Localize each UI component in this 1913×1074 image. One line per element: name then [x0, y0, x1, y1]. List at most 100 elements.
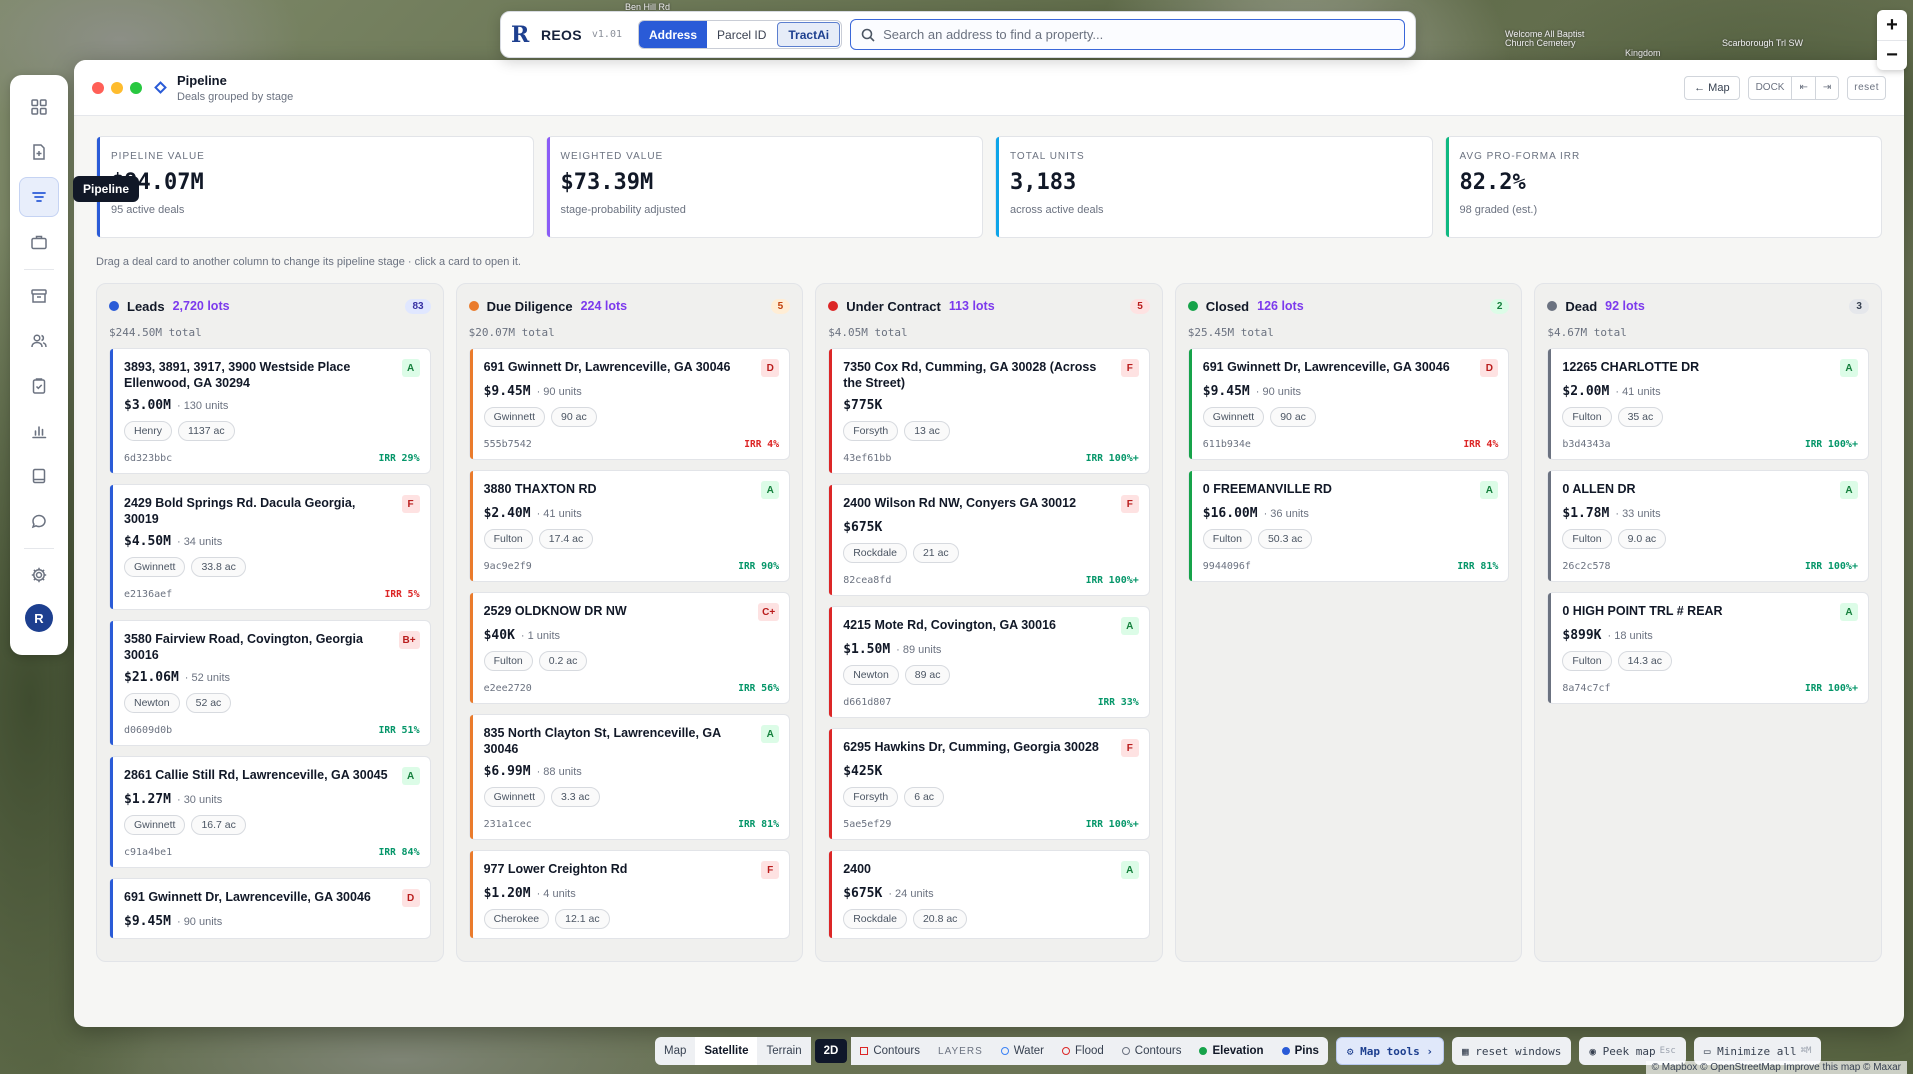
- map-tools-label: Map tools: [1360, 1044, 1420, 1058]
- back-to-map-button[interactable]: ← Map: [1684, 75, 1740, 100]
- kpi-label: AVG PRO-FORMA IRR: [1459, 151, 1581, 162]
- deal-card[interactable]: 12265 CHARLOTTE DR A $2.00M · 41 units Fulto…: [1547, 348, 1869, 460]
- deal-irr-value: 4%: [1486, 439, 1499, 450]
- nav-tasks[interactable]: [19, 366, 59, 406]
- layer-water-toggle[interactable]: Water: [991, 1037, 1053, 1065]
- deal-card[interactable]: 2400 Wilson Rd NW, Conyers GA 30012 F $675…: [828, 484, 1150, 596]
- deal-tags: Rockdale 21 ac: [843, 543, 1139, 563]
- window-header[interactable]: Pipeline Deals grouped by stage ← Map DO…: [74, 60, 1904, 116]
- close-window-button[interactable]: [92, 81, 104, 94]
- deal-card[interactable]: 691 Gwinnett Dr, Lawrenceville, GA 30046…: [109, 878, 431, 939]
- layer-elevation-toggle[interactable]: Elevation: [1190, 1037, 1273, 1065]
- deal-id: 43ef61bb: [843, 453, 892, 464]
- deal-card[interactable]: 2529 OLDKNOW DR NW C+ $40K · 1 units Fulton 0…: [468, 592, 791, 704]
- deal-tags: Fulton 9.0 ac: [1562, 529, 1858, 549]
- deal-card[interactable]: 2861 Callie Still Rd, Lawrenceville, GA …: [109, 756, 431, 868]
- layer-pins-toggle[interactable]: Pins: [1272, 1037, 1328, 1065]
- kpi-value: 3,183: [1010, 170, 1077, 195]
- deal-irr-value: 100%+: [1827, 439, 1858, 450]
- nav-pipeline[interactable]: [19, 177, 59, 217]
- nav-analytics[interactable]: [19, 411, 59, 451]
- column-count-badge: 5: [770, 298, 791, 314]
- basemap-map-button[interactable]: Map: [655, 1037, 696, 1065]
- layer-flood-toggle[interactable]: Flood: [1053, 1037, 1113, 1065]
- pipeline-column-due-diligence[interactable]: Due Diligence 224 lots 5 $20.07M total 691 G…: [455, 283, 804, 962]
- deal-tag: 90 ac: [1270, 407, 1316, 427]
- deal-tag: 13 ac: [904, 421, 950, 441]
- pipeline-column-leads[interactable]: Leads 2,720 lots 83 $244.50M total 3893, 389…: [96, 283, 444, 962]
- map-tools-button[interactable]: ⚙ Map tools ›: [1335, 1037, 1444, 1065]
- zoom-out-button[interactable]: −: [1877, 40, 1907, 70]
- deal-tags: Newton 89 ac: [843, 665, 1139, 685]
- deal-card[interactable]: 2429 Bold Springs Rd. Dacula Georgia, 30…: [109, 484, 431, 610]
- deal-card[interactable]: 3880 THAXTON RD A $2.40M · 41 units Fulton 17…: [468, 470, 791, 582]
- reset-windows-button[interactable]: ▦ reset windows: [1452, 1037, 1572, 1065]
- deal-card[interactable]: 3580 Fairview Road, Covington, Georgia 3…: [109, 620, 431, 746]
- basemap-terrain-button[interactable]: Terrain: [757, 1037, 811, 1065]
- pipeline-column-closed[interactable]: Closed 126 lots 2 $25.45M total 691 Gwinnett…: [1174, 283, 1523, 962]
- mode-tractai-button[interactable]: TractAi: [777, 22, 841, 47]
- deal-price: $21.06M: [124, 670, 179, 685]
- layer-contours-toggle[interactable]: Contours: [1112, 1037, 1191, 1065]
- deal-card[interactable]: 0 ALLEN DR A $1.78M · 33 units Fulton 9.0 ac 2…: [1547, 470, 1869, 582]
- nav-messages[interactable]: [19, 501, 59, 541]
- grid-icon: [31, 99, 47, 115]
- basemap-satellite-button[interactable]: Satellite: [695, 1037, 758, 1065]
- deal-tag: 50.3 ac: [1257, 529, 1313, 549]
- mode-address-button[interactable]: Address: [639, 21, 708, 48]
- nav-archive[interactable]: [19, 276, 59, 316]
- layer-water-label: Water: [1013, 1045, 1044, 1057]
- deal-card[interactable]: 691 Gwinnett Dr, Lawrenceville, GA 30046…: [1187, 348, 1510, 460]
- contours-base-toggle[interactable]: Contours: [851, 1037, 930, 1065]
- deal-card[interactable]: 3893, 3891, 3917, 3900 Westside Place El…: [109, 348, 431, 474]
- minimize-all-button[interactable]: ▭ Minimize all ⌘M: [1693, 1037, 1822, 1065]
- deal-card[interactable]: 2400 A $675K · 24 units Rockdale 20.8 ac: [828, 850, 1150, 939]
- maximize-window-button[interactable]: [130, 81, 142, 94]
- deal-card[interactable]: 977 Lower Creighton Rd F $1.20M · 4 units Ch…: [468, 850, 791, 939]
- deal-card[interactable]: 835 North Clayton St, Lawrenceville, GA …: [468, 714, 791, 840]
- dock-right-button[interactable]: ⇥: [1814, 76, 1838, 99]
- deal-address: 977 Lower Creighton Rd: [483, 862, 628, 876]
- deal-card[interactable]: 0 HIGH POINT TRL # REAR A $899K · 18 units F…: [1547, 592, 1869, 704]
- nav-portfolio[interactable]: [19, 222, 59, 262]
- column-name: Closed: [1205, 298, 1250, 314]
- nav-docs[interactable]: [19, 456, 59, 496]
- pipeline-column-dead[interactable]: Dead 92 lots 3 $4.67M total 12265 CHARLOTTE …: [1534, 283, 1882, 962]
- deal-tags: Henry 1137 ac: [124, 421, 420, 441]
- peek-map-button[interactable]: ◉ Peek map Esc: [1579, 1037, 1686, 1065]
- nav-contacts[interactable]: [19, 321, 59, 361]
- deal-address: 835 North Clayton St, Lawrenceville, GA …: [483, 726, 721, 756]
- address-search-input[interactable]: [883, 27, 1394, 42]
- deal-address: 2429 Bold Springs Rd. Dacula Georgia, 30…: [124, 496, 356, 526]
- deal-units: · 33 units: [1615, 508, 1661, 520]
- dimension-2d-toggle[interactable]: 2D: [814, 1039, 848, 1063]
- deal-card[interactable]: 6295 Hawkins Dr, Cumming, Georgia 30028 F…: [828, 728, 1150, 840]
- deal-card[interactable]: 0 FREEMANVILLE RD A $16.00M · 36 units Fulto…: [1187, 470, 1510, 582]
- nav-dashboard[interactable]: [19, 87, 59, 127]
- deal-card[interactable]: 4215 Mote Rd, Covington, GA 30016 A $1.50M…: [828, 606, 1150, 718]
- deal-units: · 90 units: [176, 916, 223, 928]
- pipeline-column-under-contract[interactable]: Under Contract 113 lots 5 $4.05M total 7350 …: [815, 283, 1163, 962]
- mode-parcel-id-button[interactable]: Parcel ID: [717, 27, 767, 42]
- nav-settings[interactable]: [19, 555, 59, 595]
- dock-left-button[interactable]: ⇤: [1791, 76, 1814, 99]
- deal-price: $6.99M: [483, 764, 531, 779]
- deal-card[interactable]: 691 Gwinnett Dr, Lawrenceville, GA 30046…: [468, 348, 791, 460]
- user-avatar[interactable]: R: [25, 604, 53, 632]
- deal-tags: Newton 52 ac: [124, 693, 420, 713]
- kpi-row: PIPELINE VALUE $94.07M 95 active deals W…: [96, 136, 1882, 238]
- minimize-window-button[interactable]: [111, 81, 123, 94]
- deal-tag: Fulton: [1562, 651, 1612, 671]
- deal-grade-badge: A: [1480, 481, 1499, 499]
- zoom-in-button[interactable]: +: [1886, 13, 1898, 36]
- deal-tag: Gwinnett: [124, 557, 186, 577]
- kpi-note: 98 graded (est.): [1459, 204, 1538, 216]
- deal-card[interactable]: 7350 Cox Rd, Cumming, GA 30028 (Across t…: [828, 348, 1150, 474]
- nav-new-deal[interactable]: [19, 132, 59, 172]
- map-attribution[interactable]: © Mapbox © OpenStreetMap Improve this ma…: [1645, 1061, 1907, 1074]
- deal-units: · 52 units: [184, 672, 231, 684]
- reset-button[interactable]: reset: [1847, 75, 1886, 100]
- deal-tags: Gwinnett 33.8 ac: [124, 557, 420, 577]
- book-icon: [32, 468, 46, 484]
- deal-price: $775K: [843, 398, 883, 413]
